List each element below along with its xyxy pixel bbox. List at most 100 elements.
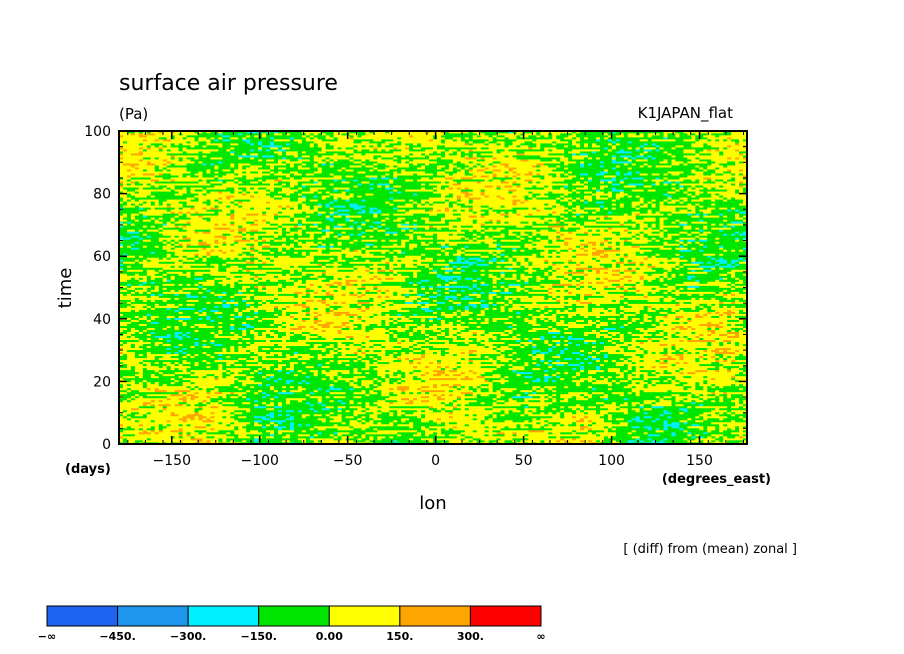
heatmap-cell [564, 321, 569, 324]
heatmap-cell [425, 409, 434, 413]
heatmap-cell [389, 391, 394, 395]
heatmap-cell [444, 287, 450, 290]
heatmap-cell [258, 333, 263, 337]
heatmap-cell [492, 387, 501, 391]
heatmap-cell [258, 389, 263, 393]
heatmap-cell [643, 375, 660, 379]
heatmap-cell [504, 439, 513, 443]
heatmap-cell [377, 289, 382, 292]
heatmap-cell [262, 299, 267, 302]
heatmap-cell [516, 287, 525, 290]
heatmap-cell [250, 349, 259, 353]
heatmap-cell [436, 395, 442, 399]
heatmap-cell [333, 385, 354, 389]
heatmap-cell [524, 405, 529, 409]
heatmap-cell [301, 301, 307, 304]
heatmap-cell [464, 429, 474, 433]
heatmap-cell [452, 297, 458, 300]
heatmap-cell [210, 427, 215, 431]
heatmap-cell [500, 395, 513, 399]
heatmap-cell [313, 439, 319, 443]
heatmap-cell [536, 351, 541, 355]
heatmap-cell [500, 333, 509, 337]
heatmap-cell [448, 385, 454, 389]
heatmap-cell [715, 383, 732, 387]
heatmap-cell [588, 431, 593, 435]
heatmap-cell [448, 291, 474, 294]
heatmap-cell [361, 347, 402, 351]
heatmap-cell [719, 337, 748, 341]
heatmap-cell [421, 413, 426, 417]
heatmap-cell [194, 323, 207, 326]
heatmap-cell [480, 293, 490, 296]
heatmap-cell [186, 353, 191, 357]
heatmap-cell [206, 387, 215, 391]
heatmap-cell [719, 303, 748, 306]
heatmap-cell [222, 363, 227, 367]
heatmap-cell [743, 405, 748, 409]
heatmap-cell [683, 355, 700, 359]
heatmap-cell [270, 329, 279, 332]
heatmap-cell [234, 299, 243, 302]
heatmap-cell [448, 347, 494, 351]
heatmap-cell [484, 339, 490, 343]
heatmap-cell [194, 329, 199, 332]
heatmap-cell [576, 375, 589, 379]
heatmap-cell [373, 285, 378, 288]
heatmap-cell [691, 405, 696, 409]
heatmap-cell [130, 383, 144, 387]
heatmap-cell [595, 349, 601, 353]
heatmap-cell [468, 293, 482, 296]
heatmap-cell [532, 307, 541, 310]
heatmap-cell [150, 313, 199, 316]
heatmap-cell [313, 295, 335, 298]
heatmap-cell [317, 363, 323, 367]
heatmap-cell [739, 399, 744, 403]
heatmap-cell [301, 385, 331, 389]
heatmap-cell [134, 355, 148, 359]
heatmap-cell [270, 367, 275, 371]
heatmap-cell [651, 337, 664, 341]
heatmap-cell [429, 285, 434, 288]
heatmap-cell [631, 377, 645, 381]
heatmap-cell [440, 329, 450, 332]
heatmap-cell [301, 413, 311, 417]
heatmap-cell [480, 325, 509, 328]
heatmap-cell [401, 347, 410, 351]
heatmap-cell [504, 301, 509, 304]
heatmap-cell [429, 317, 434, 320]
heatmap-cell [277, 391, 295, 395]
heatmap-cell [238, 337, 243, 341]
heatmap-cell [480, 301, 490, 304]
heatmap-cell [218, 439, 223, 443]
heatmap-cell [309, 357, 319, 361]
heatmap-cell [723, 417, 744, 421]
heatmap-cell [599, 375, 605, 379]
heatmap-cell [194, 411, 199, 415]
heatmap-cell [425, 349, 442, 353]
heatmap-cell [134, 343, 144, 347]
heatmap-cell [444, 291, 450, 294]
heatmap-cell [166, 395, 183, 399]
heatmap-cell [250, 355, 259, 359]
heatmap-cell [365, 427, 374, 431]
heatmap-cell [468, 439, 474, 443]
heatmap-cell [739, 349, 748, 353]
heatmap-cell [142, 291, 148, 294]
heatmap-cell [365, 371, 370, 375]
heatmap-cell [389, 309, 398, 312]
heatmap-cell [182, 377, 215, 381]
heatmap-cell [182, 399, 187, 403]
heatmap-cell [623, 305, 633, 308]
heatmap-cell [226, 431, 231, 435]
heatmap-cell [488, 331, 505, 334]
heatmap-cell [361, 355, 366, 359]
heatmap-cell [119, 389, 128, 393]
heatmap-cell [683, 347, 696, 351]
heatmap-cell [401, 285, 422, 288]
heatmap-cell [405, 299, 414, 302]
heatmap-cell [365, 351, 386, 355]
heatmap-cell [429, 347, 450, 351]
heatmap-cell [365, 393, 370, 397]
heatmap-cell [198, 361, 207, 365]
